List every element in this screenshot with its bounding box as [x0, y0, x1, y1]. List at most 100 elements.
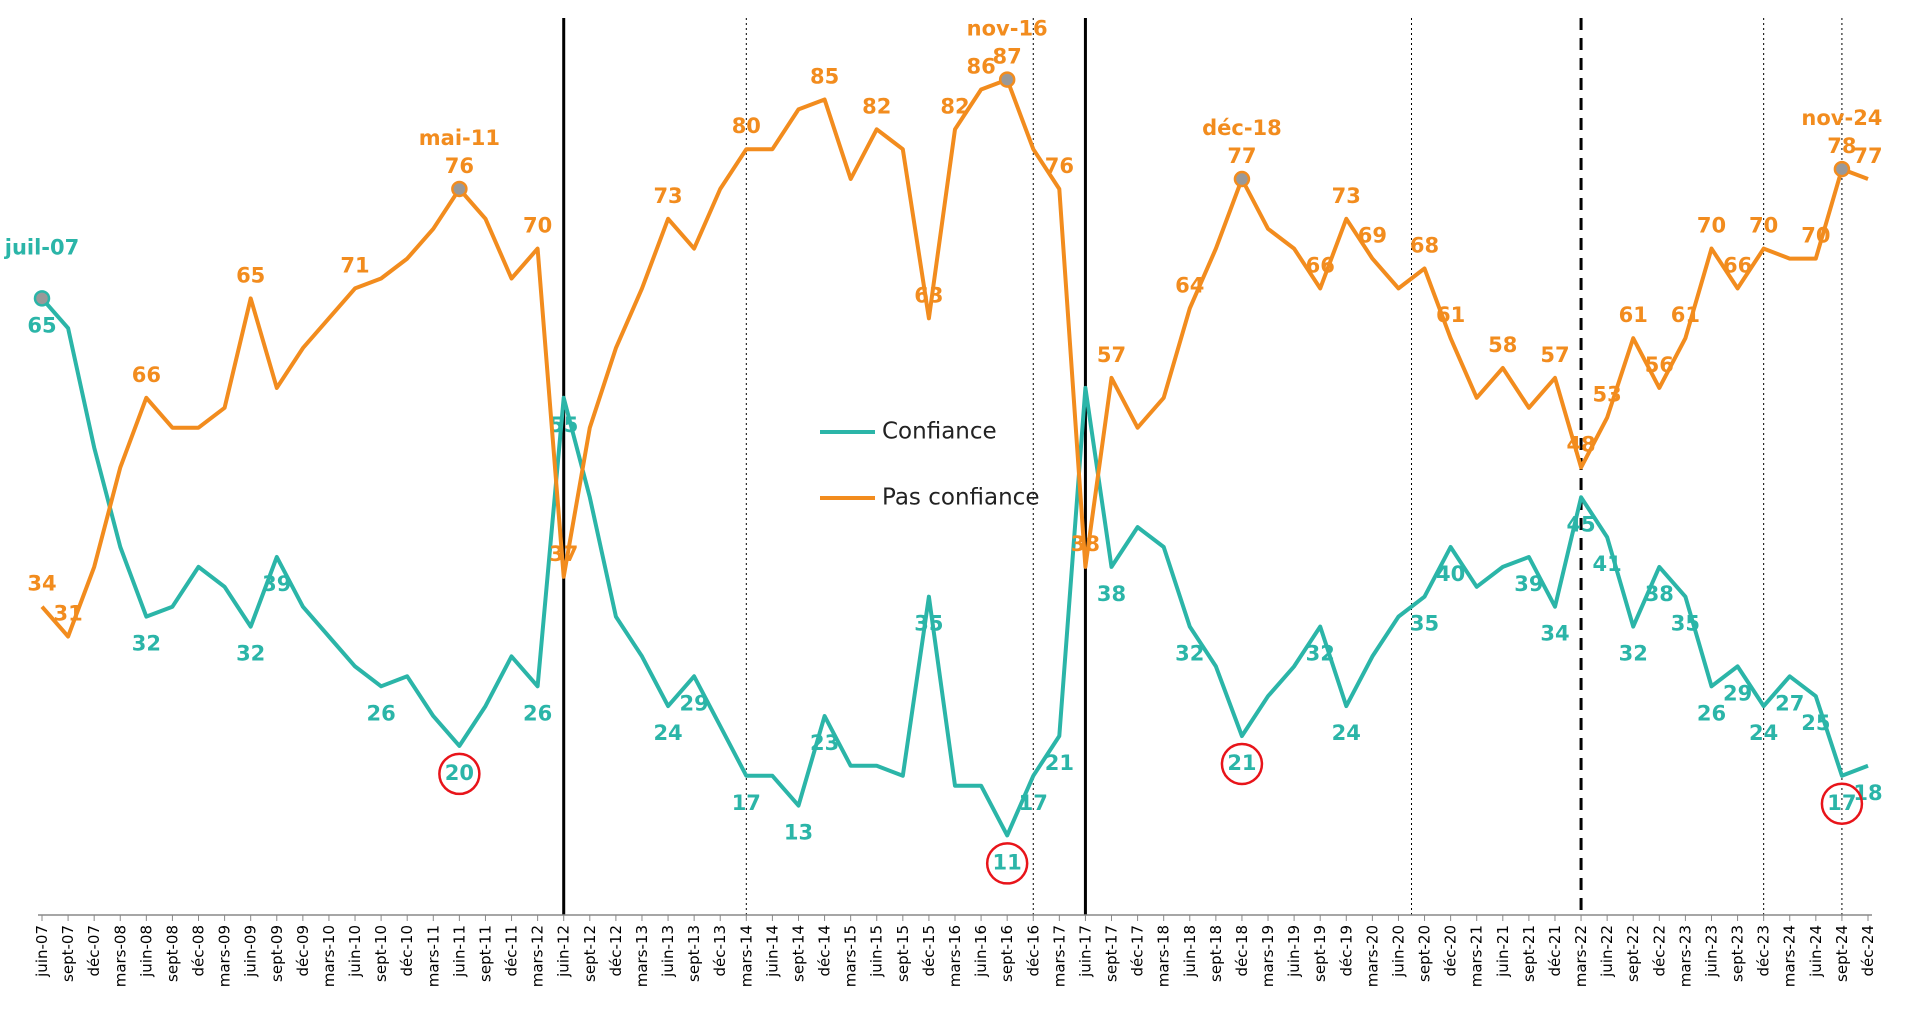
- series-line: [40, 77, 1869, 639]
- legend-label: Pas confiance: [882, 485, 1039, 511]
- x-tick-label: déc-10: [398, 925, 416, 977]
- data-label: 41: [1593, 552, 1622, 576]
- data-label: 73: [1332, 184, 1361, 208]
- data-label: 71: [340, 253, 369, 277]
- x-tick-label: sept-20: [1416, 925, 1434, 982]
- x-tick-label: juin-16: [972, 925, 990, 978]
- x-tick-label: mars-21: [1468, 925, 1486, 987]
- legend-label: Confiance: [882, 419, 997, 445]
- x-tick-label: juin-19: [1285, 925, 1303, 978]
- x-tick-label: sept-21: [1520, 925, 1538, 982]
- data-label: 53: [1593, 383, 1622, 407]
- data-label: 26: [523, 701, 552, 725]
- highlight-circle: [1220, 742, 1264, 786]
- x-tick-label: sept-15: [894, 925, 912, 982]
- x-tick-label: mars-12: [529, 925, 547, 987]
- data-label: 66: [1306, 253, 1335, 277]
- x-tick-label: juin-18: [1181, 925, 1199, 978]
- x-tick-label: mars-20: [1363, 925, 1381, 987]
- x-tick-label: mars-13: [633, 925, 651, 987]
- x-tick-label: sept-10: [372, 925, 390, 982]
- x-tick-label: sept-24: [1833, 925, 1851, 982]
- data-label: 31: [53, 602, 82, 626]
- x-tick-label: déc-13: [711, 925, 729, 977]
- data-label: 82: [862, 94, 891, 118]
- data-label: 26: [1697, 701, 1726, 725]
- data-label: 65: [236, 263, 265, 287]
- x-tick-label: sept-07: [59, 925, 77, 982]
- x-tick-label: mars-10: [320, 925, 338, 987]
- data-label: 32: [132, 632, 161, 656]
- x-tick-label: sept-13: [685, 925, 703, 982]
- data-label: 21: [1227, 751, 1256, 775]
- x-tick-label: mars-15: [842, 925, 860, 987]
- data-label: 27: [1775, 691, 1804, 715]
- data-label: 76: [445, 154, 474, 178]
- data-label: 70: [1749, 214, 1778, 238]
- peak-marker: [33, 290, 51, 307]
- x-tick-label: sept-14: [789, 925, 807, 982]
- data-label: 32: [1306, 642, 1335, 666]
- data-label: 21: [1045, 751, 1074, 775]
- data-label: 34: [27, 572, 56, 596]
- data-label: 17: [732, 791, 761, 815]
- x-tick-label: mars-09: [216, 925, 234, 987]
- data-label: 69: [1358, 224, 1387, 248]
- data-label: 20: [445, 761, 474, 785]
- x-tick-label: déc-09: [294, 925, 312, 977]
- data-label: 76: [1045, 154, 1074, 178]
- data-label: 85: [810, 64, 839, 88]
- data-label: 77: [1227, 144, 1256, 168]
- data-label: 68: [1410, 234, 1439, 258]
- data-label: 57: [1097, 343, 1126, 367]
- data-label: 32: [1175, 642, 1204, 666]
- data-label: 65: [27, 313, 56, 337]
- x-tick-label: juin-07: [33, 925, 51, 978]
- x-tick-label: juin-17: [1076, 925, 1094, 978]
- data-label: 38: [1645, 582, 1674, 606]
- annotation: nov-24: [1801, 106, 1882, 130]
- x-tick-label: juin-20: [1389, 925, 1407, 978]
- data-label: 73: [653, 184, 682, 208]
- data-label: 64: [1175, 273, 1204, 297]
- x-tick-label: sept-18: [1207, 925, 1225, 982]
- data-label: 23: [810, 731, 839, 755]
- data-label: 77: [1853, 144, 1882, 168]
- data-label: 37: [549, 542, 578, 566]
- data-label: 17: [1827, 791, 1856, 815]
- x-tick-label: déc-24: [1859, 925, 1877, 977]
- data-label: 25: [1801, 711, 1830, 735]
- x-tick-label: mars-19: [1259, 925, 1277, 987]
- data-label: 35: [914, 612, 943, 636]
- data-label: 82: [940, 94, 969, 118]
- data-label: 45: [1566, 512, 1595, 536]
- data-label: 66: [132, 363, 161, 387]
- annotation: nov-16: [967, 17, 1048, 41]
- data-label: 61: [1619, 303, 1648, 327]
- x-tick-label: juin-12: [555, 925, 573, 978]
- highlight-circle: [438, 752, 481, 796]
- annotation: juil-07: [4, 235, 79, 259]
- x-tick-label: sept-12: [581, 925, 599, 982]
- data-label: 87: [993, 45, 1022, 69]
- x-tick-label: déc-18: [1233, 925, 1251, 977]
- x-tick-label: juin-11: [450, 925, 468, 978]
- x-tick-label: sept-19: [1311, 925, 1329, 982]
- highlight-circle: [985, 842, 1029, 885]
- data-label: 26: [366, 701, 395, 725]
- data-label: 56: [1645, 353, 1674, 377]
- x-tick-label: juin-24: [1807, 925, 1825, 978]
- data-label: 57: [1540, 343, 1569, 367]
- x-tick-label: juin-08: [137, 925, 155, 978]
- data-label: 61: [1671, 303, 1700, 327]
- x-tick-label: mars-23: [1676, 925, 1694, 987]
- data-label: 39: [262, 572, 291, 596]
- x-tick-label: mars-08: [111, 925, 129, 987]
- x-tick-label: mars-11: [424, 925, 442, 987]
- annotation: déc-18: [1202, 116, 1282, 140]
- data-label: 61: [1436, 303, 1465, 327]
- x-tick-label: déc-17: [1129, 925, 1147, 977]
- x-tick-label: juin-09: [242, 925, 260, 978]
